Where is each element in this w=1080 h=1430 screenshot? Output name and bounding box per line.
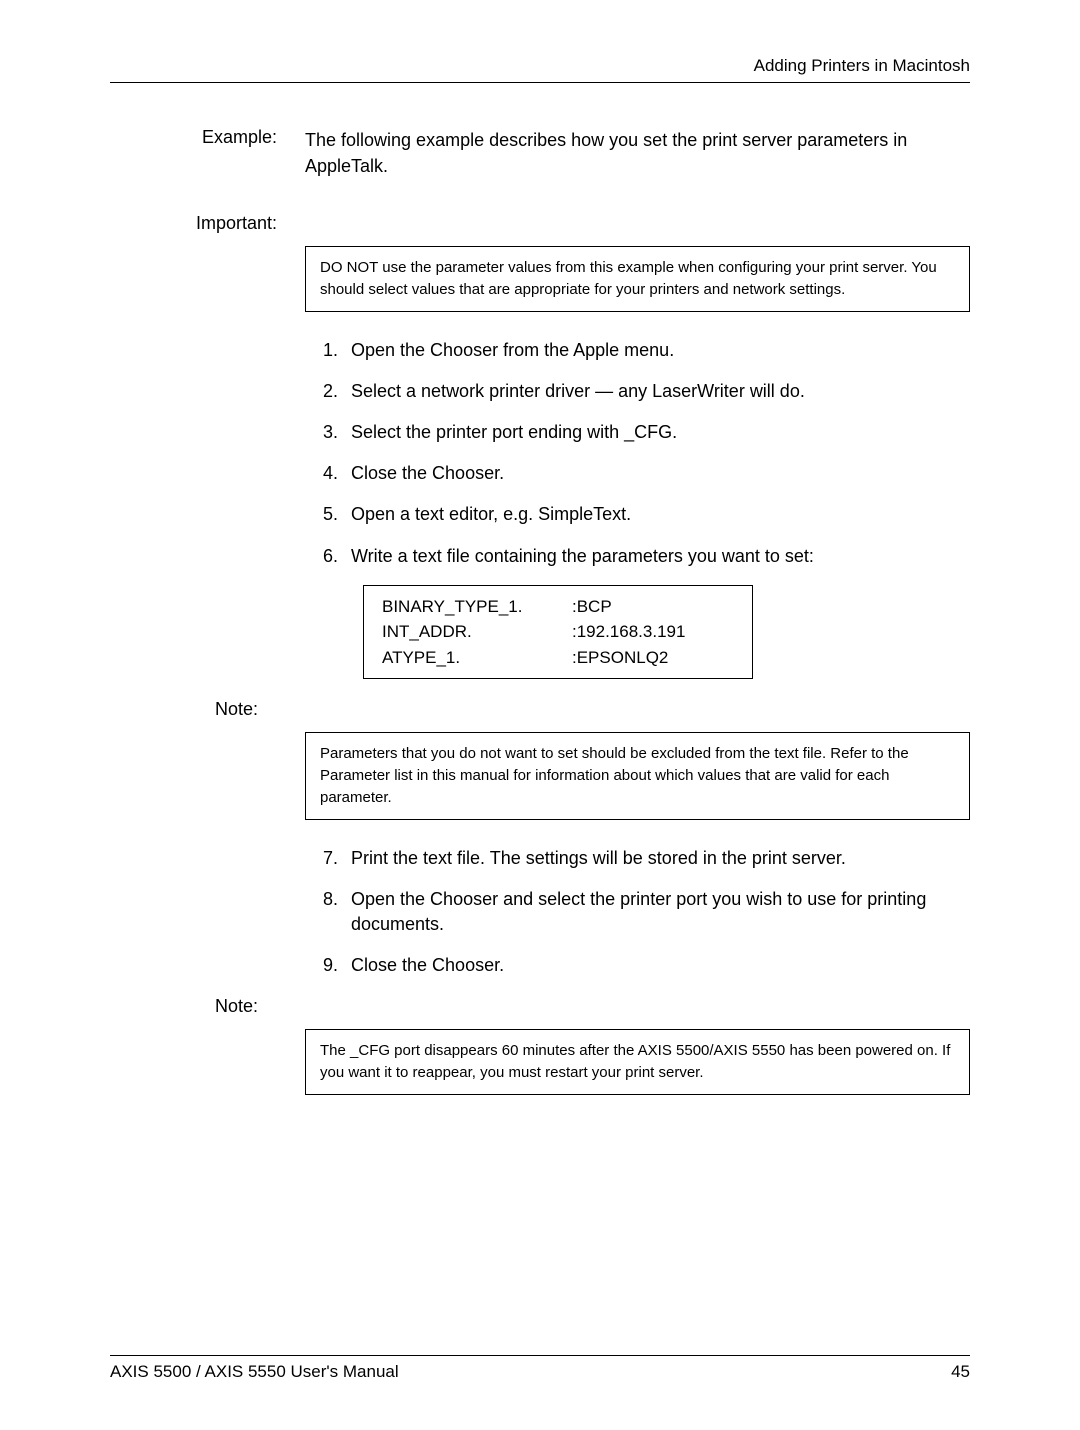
important-box: DO NOT use the parameter values from thi… bbox=[305, 246, 970, 312]
example-label: Example: bbox=[110, 127, 305, 179]
param-val: :EPSONLQ2 bbox=[572, 645, 734, 671]
param-table: BINARY_TYPE_1. :BCP INT_ADDR. :192.168.3… bbox=[363, 585, 753, 680]
param-key: INT_ADDR. bbox=[382, 619, 572, 645]
important-label: Important: bbox=[110, 213, 305, 234]
list-item: Open a text editor, e.g. SimpleText. bbox=[343, 502, 970, 527]
note2-section: Note: bbox=[110, 996, 970, 1017]
important-section: Important: bbox=[110, 213, 970, 234]
note1-box: Parameters that you do not want to set s… bbox=[305, 732, 970, 819]
steps-b-list: Print the text file. The settings will b… bbox=[305, 846, 970, 979]
list-item: Print the text file. The settings will b… bbox=[343, 846, 970, 871]
important-box-text: DO NOT use the parameter values from thi… bbox=[320, 259, 937, 298]
note2-box-text: The _CFG port disappears 60 minutes afte… bbox=[320, 1042, 950, 1081]
note1-box-text: Parameters that you do not want to set s… bbox=[320, 745, 909, 806]
steps-a-container: Open the Chooser from the Apple menu. Se… bbox=[305, 338, 970, 680]
list-item: Close the Chooser. bbox=[343, 953, 970, 978]
footer-manual: AXIS 5500 / AXIS 5550 User's Manual bbox=[110, 1362, 399, 1382]
param-val: :192.168.3.191 bbox=[572, 619, 734, 645]
header-section-title: Adding Printers in Macintosh bbox=[110, 56, 970, 76]
important-content bbox=[305, 213, 970, 234]
note2-box: The _CFG port disappears 60 minutes afte… bbox=[305, 1029, 970, 1095]
footer-row: AXIS 5500 / AXIS 5550 User's Manual 45 bbox=[110, 1362, 970, 1382]
note1-section: Note: bbox=[110, 699, 970, 720]
note2-content bbox=[305, 996, 970, 1017]
footer-page: 45 bbox=[951, 1362, 970, 1382]
param-key: BINARY_TYPE_1. bbox=[382, 594, 572, 620]
steps-b-container: Print the text file. The settings will b… bbox=[305, 846, 970, 979]
list-item: Close the Chooser. bbox=[343, 461, 970, 486]
example-section: Example: The following example describes… bbox=[110, 127, 970, 179]
list-item: Select a network printer driver — any La… bbox=[343, 379, 970, 404]
list-item: Open the Chooser and select the printer … bbox=[343, 887, 970, 937]
param-key: ATYPE_1. bbox=[382, 645, 572, 671]
steps-a-list: Open the Chooser from the Apple menu. Se… bbox=[305, 338, 970, 569]
list-item: Open the Chooser from the Apple menu. bbox=[343, 338, 970, 363]
table-row: BINARY_TYPE_1. :BCP bbox=[382, 594, 734, 620]
note1-content bbox=[305, 699, 970, 720]
page: Adding Printers in Macintosh Example: Th… bbox=[0, 0, 1080, 1430]
table-row: INT_ADDR. :192.168.3.191 bbox=[382, 619, 734, 645]
footer-rule bbox=[110, 1355, 970, 1356]
header-rule bbox=[110, 82, 970, 83]
table-row: ATYPE_1. :EPSONLQ2 bbox=[382, 645, 734, 671]
param-val: :BCP bbox=[572, 594, 734, 620]
footer: AXIS 5500 / AXIS 5550 User's Manual 45 bbox=[110, 1355, 970, 1382]
example-text: The following example describes how you … bbox=[305, 127, 970, 179]
list-item: Write a text file containing the paramet… bbox=[343, 544, 970, 569]
note2-label: Note: bbox=[110, 996, 305, 1017]
note1-label: Note: bbox=[110, 699, 305, 720]
list-item: Select the printer port ending with _CFG… bbox=[343, 420, 970, 445]
